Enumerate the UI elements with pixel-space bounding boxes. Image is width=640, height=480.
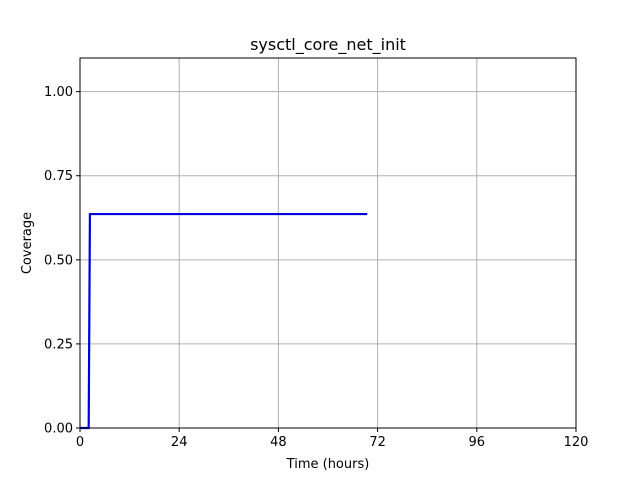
chart-title: sysctl_core_net_init [250, 35, 406, 55]
y-tick-label: 0.75 [44, 169, 73, 184]
x-axis-title: Time (hours) [286, 457, 370, 472]
plot-frame [79, 57, 577, 429]
y-tick-label: 0.50 [44, 253, 73, 268]
ticks: 0 24 48 72 96 120 0.00 0.25 0.50 0.75 1.00 [44, 85, 588, 450]
y-tick-label: 0.25 [44, 337, 73, 352]
x-tick-label: 72 [369, 435, 386, 450]
x-tick-label: 24 [171, 435, 188, 450]
y-tick-label: 0.00 [44, 422, 73, 437]
y-tick-label: 1.00 [44, 85, 73, 100]
x-tick-label: 0 [76, 435, 84, 450]
y-axis-title: Coverage [20, 212, 35, 274]
x-tick-label: 48 [270, 435, 287, 450]
x-tick-label: 96 [469, 435, 486, 450]
x-tick-label: 120 [564, 435, 589, 450]
